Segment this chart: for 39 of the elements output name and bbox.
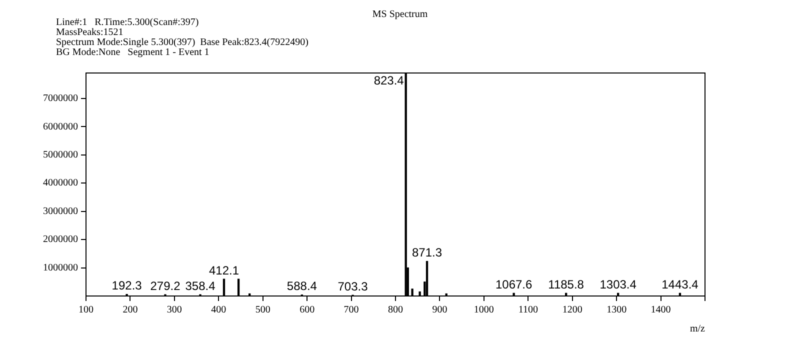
annotation: 192.3 <box>112 278 142 293</box>
annotation: 412.1 <box>208 263 240 278</box>
annotation: 871.3 <box>412 246 442 260</box>
x-axis-title: m/z <box>690 324 706 335</box>
annotation: 588.4 <box>286 279 318 294</box>
x-tick-label: 700 <box>344 304 359 316</box>
text: MassPeaks:1521 <box>56 27 124 38</box>
x-tick-label: 300 <box>166 304 182 316</box>
y-tick-label: 3000000 <box>43 206 78 217</box>
annotation: 1443.4 <box>662 277 699 292</box>
annotation: 1185.8 <box>548 277 584 292</box>
x-tick-label: 100 <box>78 304 94 316</box>
x-tick-label: 900 <box>432 304 448 316</box>
x-tick-label: 1400 <box>650 304 671 316</box>
text: Line#:1 R.Time:5.300(Scan#:397) <box>56 17 200 28</box>
x-tick-label: 600 <box>300 304 315 316</box>
text: BG Mode:None Segment 1 - Event 1 <box>56 47 210 58</box>
annotation: 703.3 <box>338 279 368 294</box>
text: Spectrum Mode:Single 5.300(397) Base Peak:823.4(7922490) <box>56 37 308 48</box>
annotation: 823.4 <box>374 73 404 88</box>
x-tick-label: 1000 <box>474 304 494 316</box>
y-tick-label: 1000000 <box>43 262 78 274</box>
x-tick-label: 200 <box>122 304 138 316</box>
x-tick-label: 1200 <box>562 304 582 316</box>
annotation: 279.2 <box>150 278 181 293</box>
x-tick-label: 400 <box>211 304 226 316</box>
x-tick-label: 800 <box>388 304 403 316</box>
y-tick-label: 2000000 <box>43 234 78 246</box>
y-tick-label: 6000000 <box>43 121 78 132</box>
chart-title: MS Spectrum <box>372 9 428 20</box>
x-tick-label: 1100 <box>518 304 538 316</box>
x-tick-label: 1300 <box>606 304 627 316</box>
annotation: 358.4 <box>185 278 216 293</box>
y-tick-label: 7000000 <box>43 93 78 104</box>
y-tick-label: 4000000 <box>43 178 78 189</box>
annotation: 1303.4 <box>600 277 637 292</box>
annotation: 1067.6 <box>495 277 532 292</box>
x-tick-label: 500 <box>255 304 270 316</box>
y-tick-label: 5000000 <box>43 149 78 160</box>
